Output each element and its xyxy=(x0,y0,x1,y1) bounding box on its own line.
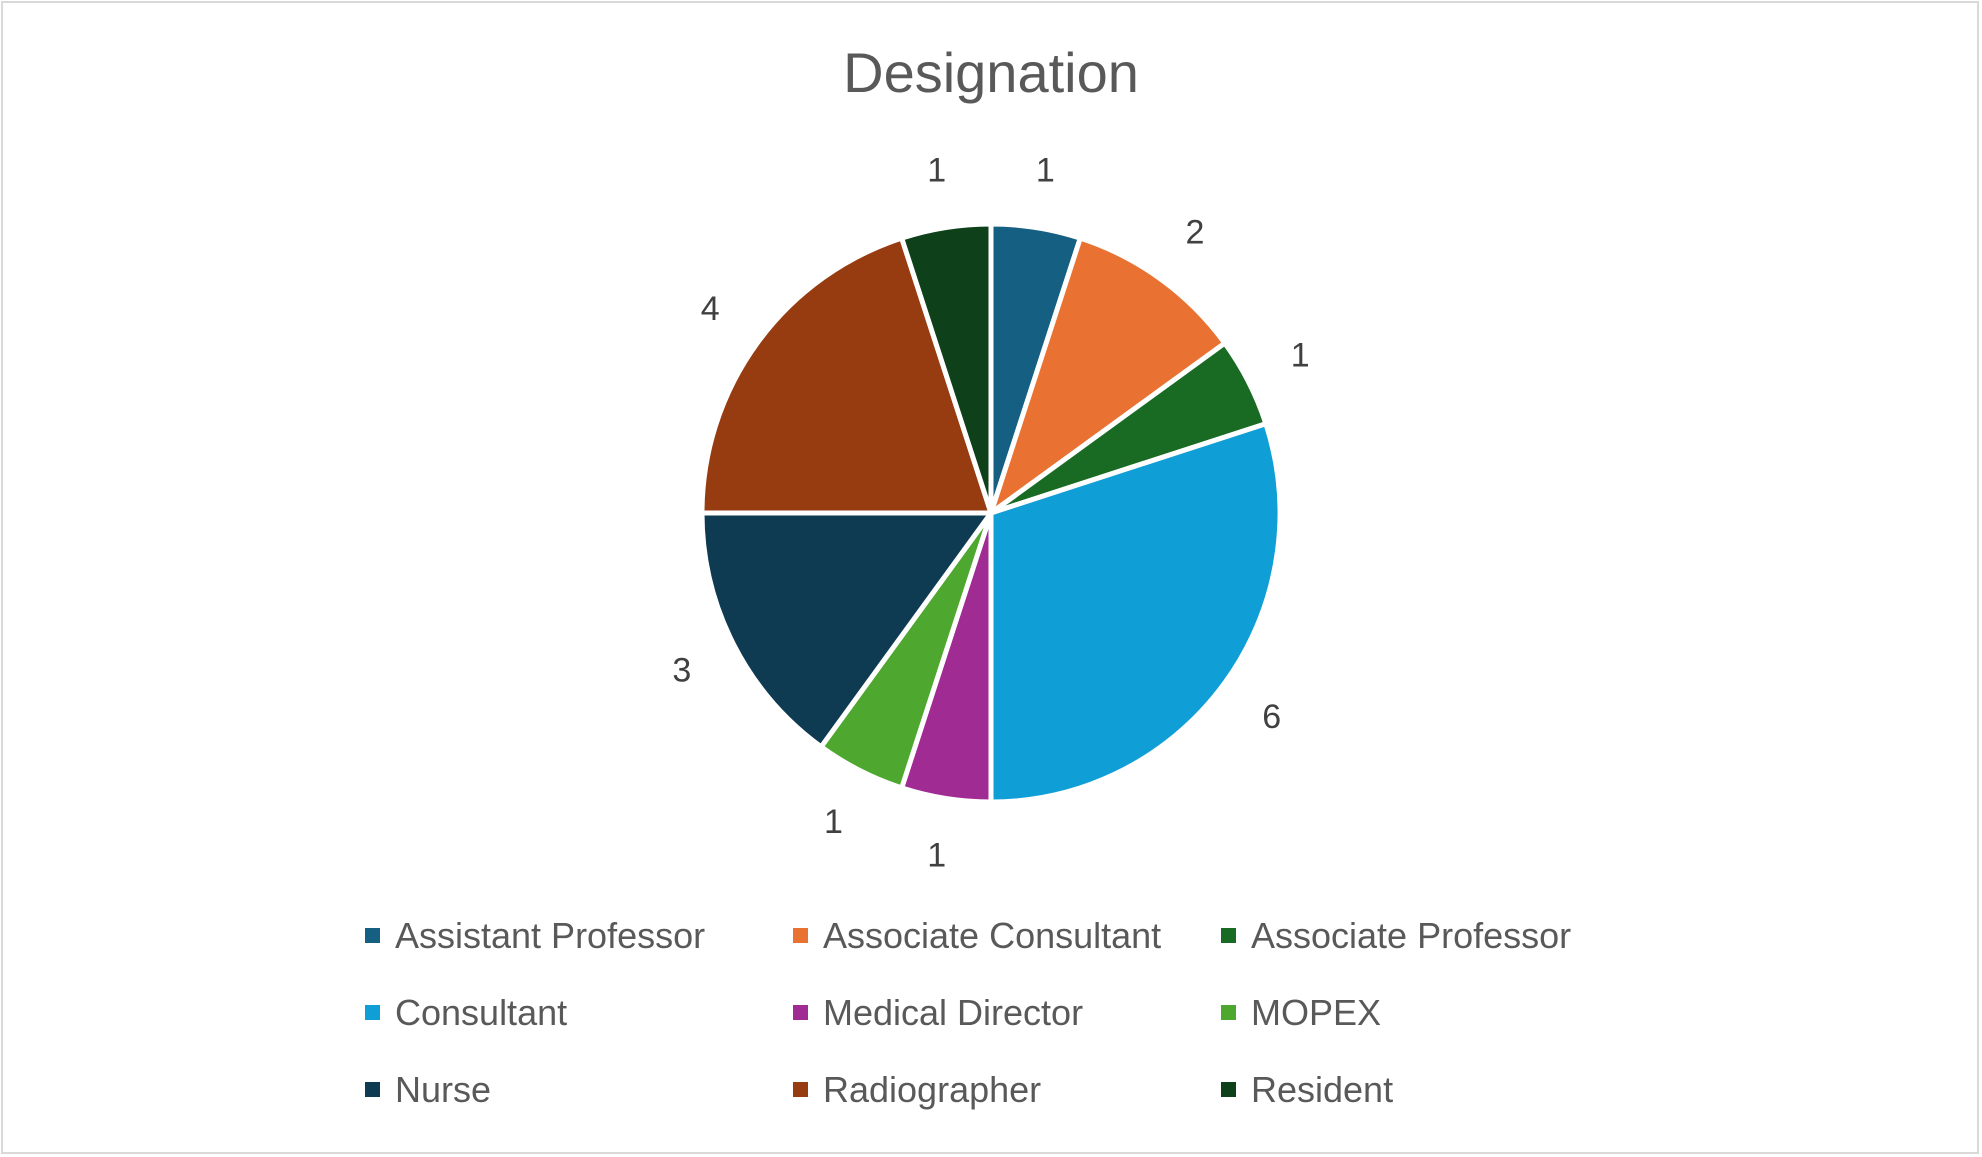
legend-swatch xyxy=(1221,1082,1236,1097)
data-label-associate-professor: 1 xyxy=(1291,336,1310,374)
legend-label: Assistant Professor xyxy=(395,914,706,956)
legend-label: Radiographer xyxy=(823,1068,1042,1110)
data-label-radiographer: 4 xyxy=(701,290,720,328)
legend-swatch xyxy=(793,928,808,943)
data-label-consultant: 6 xyxy=(1262,698,1281,736)
legend-item-resident: Resident xyxy=(1221,1069,1649,1110)
data-label-mopex: 1 xyxy=(824,803,843,841)
pie-slices xyxy=(699,221,1283,805)
pie-slice-radiographer xyxy=(699,235,994,516)
data-label-assistant-professor: 1 xyxy=(1036,151,1055,189)
legend-item-associate-professor: Associate Professor xyxy=(1221,915,1649,956)
pie-slice-resident xyxy=(899,221,994,516)
legend-swatch xyxy=(365,928,380,943)
legend-swatch xyxy=(365,1082,380,1097)
data-label-associate-consultant: 2 xyxy=(1186,213,1205,251)
legend-item-consultant: Consultant xyxy=(365,992,793,1033)
legend-label: Resident xyxy=(1251,1068,1394,1110)
legend-label: Consultant xyxy=(395,991,568,1033)
legend-item-mopex: MOPEX xyxy=(1221,992,1649,1033)
legend-item-nurse: Nurse xyxy=(365,1069,793,1110)
pie-slice-nurse xyxy=(699,510,994,750)
legend-label: Nurse xyxy=(395,1068,492,1110)
data-label-nurse: 3 xyxy=(672,652,691,690)
legend-swatch xyxy=(1221,1005,1236,1020)
legend-item-associate-consultant: Associate Consultant xyxy=(793,915,1221,956)
data-label-medical-director: 1 xyxy=(927,837,946,875)
pie-slice-associate-consultant xyxy=(988,235,1228,516)
legend-swatch xyxy=(793,1005,808,1020)
legend-item-radiographer: Radiographer xyxy=(793,1069,1221,1110)
legend-item-assistant-professor: Assistant Professor xyxy=(365,915,793,956)
legend-label: Medical Director xyxy=(823,991,1084,1033)
data-label-resident: 1 xyxy=(927,151,946,189)
legend: Assistant Professor Associate Consultant A… xyxy=(365,915,1665,1110)
legend-label: MOPEX xyxy=(1251,991,1382,1033)
legend-label: Associate Consultant xyxy=(823,914,1162,956)
legend-swatch xyxy=(1221,928,1236,943)
legend-item-medical-director: Medical Director xyxy=(793,992,1221,1033)
legend-swatch xyxy=(365,1005,380,1020)
pie-slice-consultant xyxy=(988,421,1283,805)
legend-swatch xyxy=(793,1082,808,1097)
chart-title: Designation xyxy=(843,41,1139,104)
legend-label: Associate Professor xyxy=(1251,914,1572,956)
